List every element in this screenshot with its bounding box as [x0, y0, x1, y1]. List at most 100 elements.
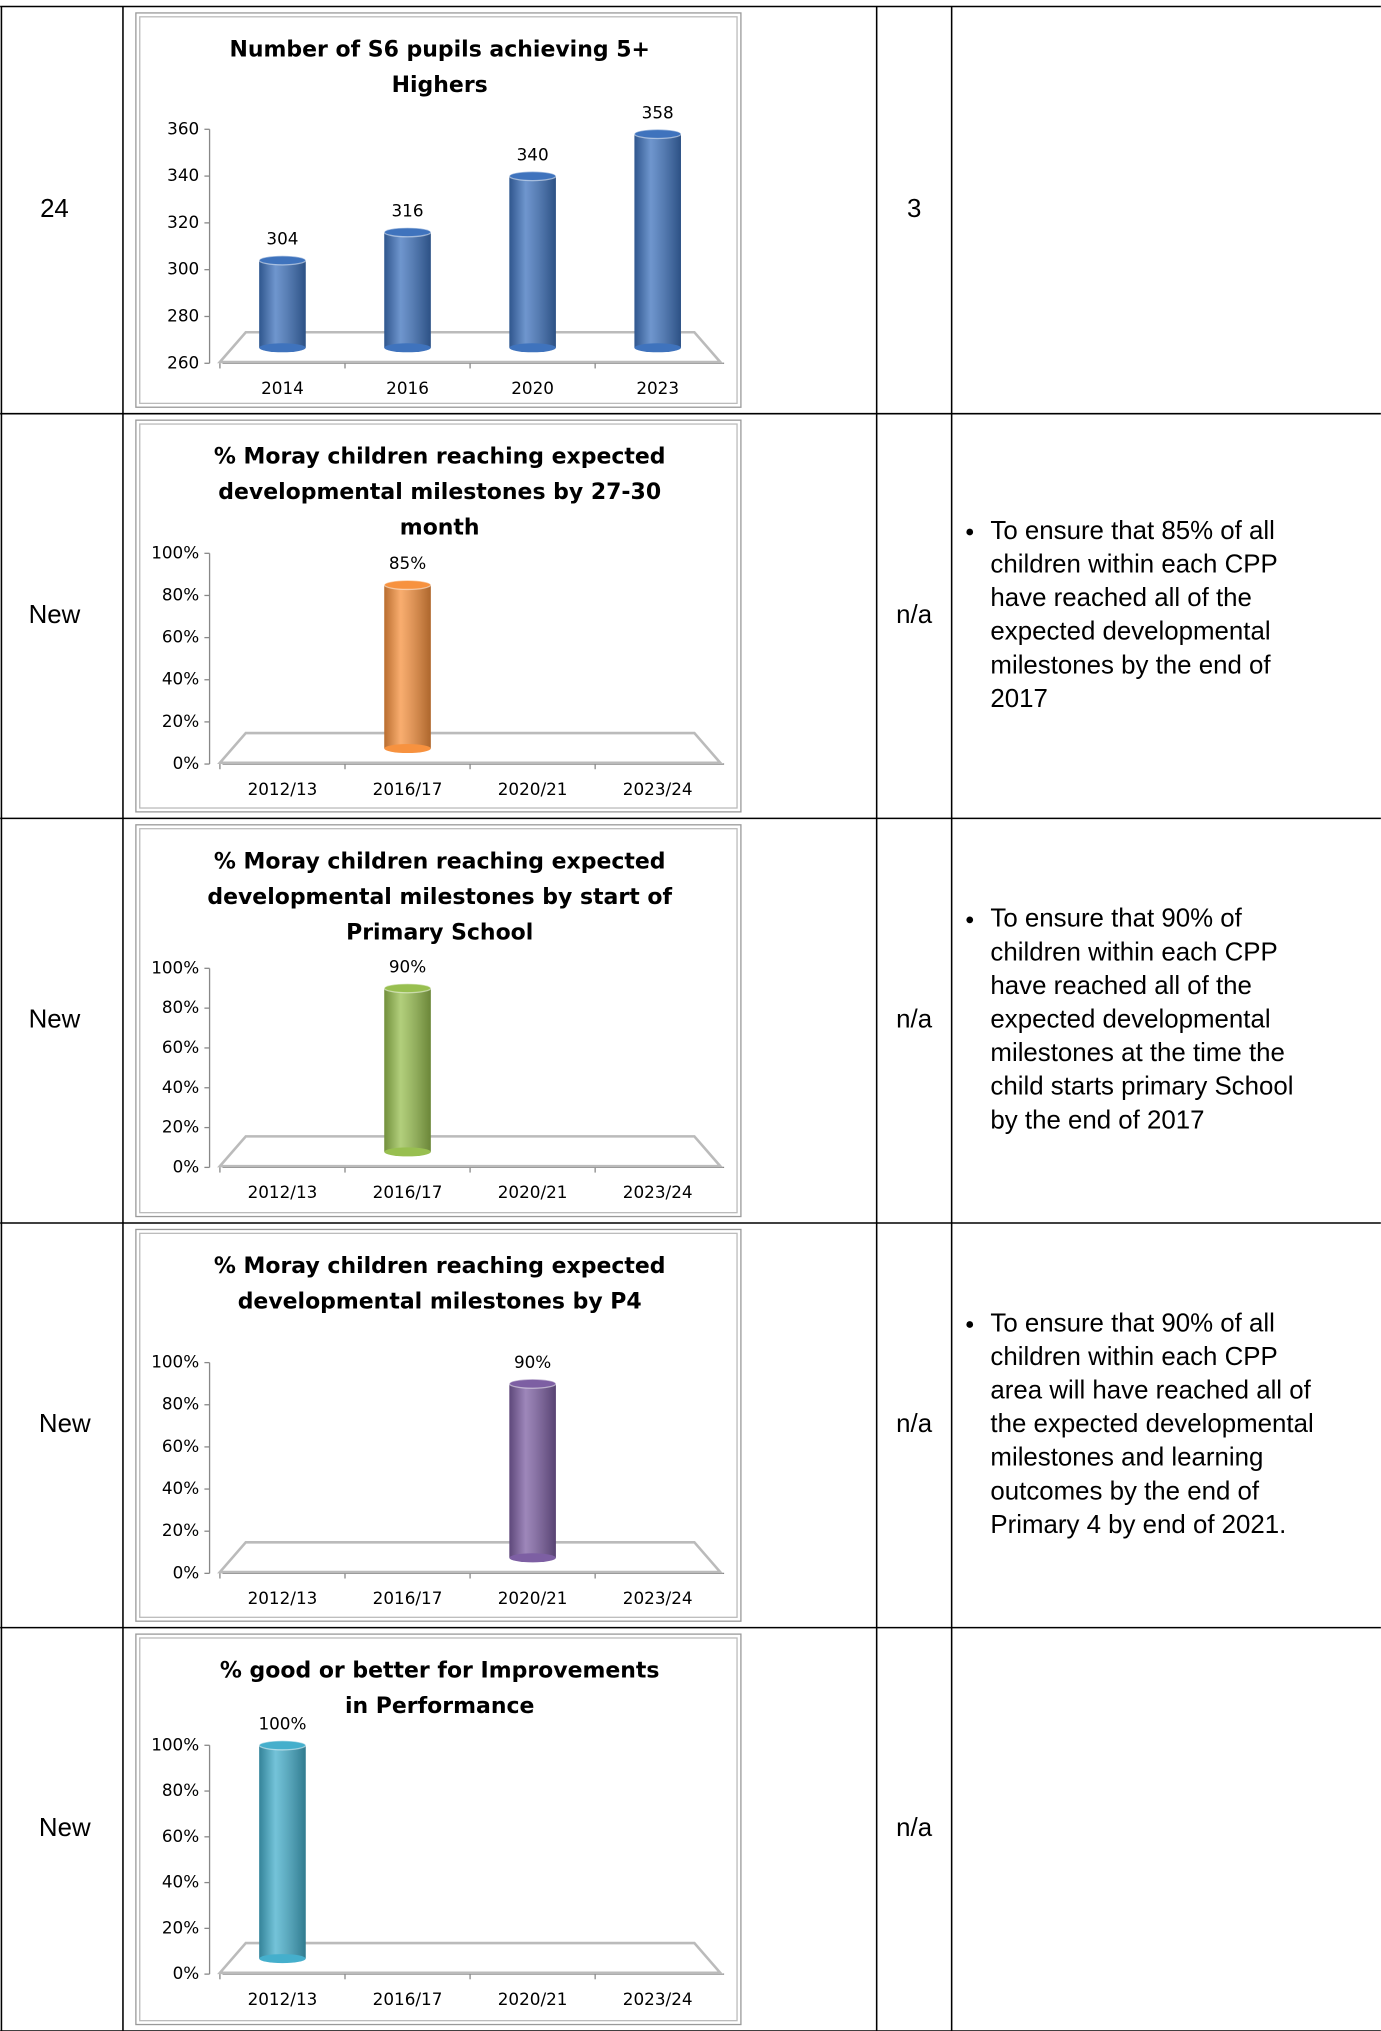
y-tick-label: 60%: [162, 627, 199, 647]
target-line: child starts primary School: [990, 1073, 1293, 1101]
x-tick-label: 2016/17: [373, 779, 443, 799]
score-cell: n/a: [896, 1005, 933, 1033]
chart-frame: [135, 1633, 742, 2026]
bar-base: [384, 343, 431, 353]
y-tick-label: 340: [167, 165, 199, 185]
ref-cell: New: [29, 601, 81, 629]
bar-base: [634, 343, 681, 353]
bar-base: [259, 1954, 306, 1964]
value-label: 90%: [389, 957, 426, 977]
chart-title: developmental milestones by start of: [207, 885, 672, 910]
y-tick-label: 0%: [173, 1963, 200, 1983]
chart-title: % Moray children reaching expected: [214, 1254, 666, 1279]
x-tick-label: 2023/24: [623, 1989, 693, 2009]
x-tick-label: 2016/17: [373, 1989, 443, 2009]
bar-shade: [509, 1383, 556, 1558]
y-tick-label: 80%: [162, 1780, 199, 1800]
x-tick-label: 2023/24: [623, 779, 693, 799]
bar-base: [384, 1147, 431, 1157]
x-tick-label: 2012/13: [248, 1182, 318, 1202]
y-tick-label: 100%: [151, 1352, 199, 1372]
x-tick-label: 2016/17: [373, 1182, 443, 1202]
x-tick-label: 2020/21: [498, 1989, 568, 2009]
bar-shade: [384, 232, 431, 348]
x-tick-label: 2012/13: [248, 1989, 318, 2009]
y-tick-label: 20%: [162, 711, 199, 731]
bar-base: [384, 744, 431, 754]
value-label: 100%: [258, 1714, 306, 1734]
bar-cap: [258, 255, 307, 266]
x-tick-label: 2023/24: [623, 1182, 693, 1202]
target-line: Primary 4 by end of 2021.: [990, 1511, 1286, 1539]
chart-title: Primary School: [346, 920, 533, 945]
x-tick-label: 2020/21: [498, 1588, 568, 1608]
y-tick-label: 300: [167, 259, 199, 279]
x-tick-label: 2020: [511, 378, 554, 398]
chart-title: Number of S6 pupils achieving 5+: [229, 37, 649, 62]
y-tick-label: 0%: [173, 1562, 200, 1582]
target-line: To ensure that 90% of: [990, 905, 1242, 933]
chart-frame: [139, 16, 738, 405]
y-tick-label: 0%: [173, 1156, 200, 1176]
bullet: [966, 528, 974, 536]
chart-title: % good or better for Improvements: [220, 1659, 660, 1684]
bar-cap: [508, 1378, 557, 1389]
x-tick-label: 2016/17: [373, 1588, 443, 1608]
value-label: 304: [266, 229, 298, 249]
y-tick-label: 100%: [151, 957, 199, 977]
chart-title: in Performance: [345, 1694, 534, 1719]
bar-base: [259, 343, 306, 353]
chart-floor: [217, 731, 724, 765]
chart-title: developmental milestones by P4: [238, 1290, 642, 1315]
target-line: outcomes by the end of: [990, 1477, 1259, 1505]
y-tick-label: 100%: [151, 1734, 199, 1754]
target-line: 2017: [990, 685, 1048, 713]
y-tick-label: 80%: [162, 1394, 199, 1414]
bar-shade: [259, 260, 306, 348]
y-tick-label: 60%: [162, 1436, 199, 1456]
value-label: 316: [392, 201, 424, 221]
chart-floor: [217, 330, 724, 364]
chart-floor: [217, 1941, 724, 1975]
bullet: [966, 1321, 974, 1328]
target-line: by the end of 2017: [990, 1106, 1204, 1134]
x-tick-label: 2020/21: [498, 1182, 568, 1202]
chart-frame: [139, 828, 738, 1214]
y-tick-label: 20%: [162, 1117, 199, 1137]
target-line: expected developmental: [990, 1005, 1270, 1033]
bar-shade: [634, 133, 681, 348]
chart-frame: [135, 1228, 742, 1622]
chart-frame: [139, 1637, 738, 2022]
target-line: have reached all of the: [990, 584, 1252, 612]
target-line: milestones and learning: [990, 1444, 1263, 1472]
bullet: [966, 916, 974, 924]
chart-floor: [217, 1541, 724, 1574]
ref-cell: New: [29, 1005, 81, 1033]
target-line: expected developmental: [990, 618, 1270, 646]
score-cell: n/a: [896, 1814, 933, 1842]
chart-frame: [135, 419, 742, 813]
y-tick-label: 60%: [162, 1826, 199, 1846]
value-label: 340: [517, 144, 549, 164]
chart-frame: [139, 1232, 738, 1618]
target-line: milestones at the time the: [990, 1039, 1284, 1067]
y-tick-label: 80%: [162, 584, 199, 604]
x-tick-label: 2020/21: [498, 779, 568, 799]
chart-title: Highers: [392, 73, 488, 98]
y-tick-label: 0%: [173, 753, 200, 773]
chart-title: % Moray children reaching expected: [214, 445, 666, 470]
y-tick-label: 40%: [162, 1872, 199, 1892]
bar-cap: [633, 128, 682, 140]
x-tick-label: 2014: [261, 378, 304, 398]
ref-cell: New: [39, 1410, 91, 1438]
y-tick-label: 260: [167, 352, 199, 372]
chart-frame: [139, 423, 738, 809]
y-tick-label: 20%: [162, 1917, 199, 1937]
bar-base: [509, 1553, 556, 1563]
chart-frame: [135, 824, 742, 1218]
bar-shade: [259, 1745, 306, 1959]
bar-cap: [383, 579, 432, 591]
score-cell: 3: [907, 195, 921, 223]
chart-title: % Moray children reaching expected: [214, 849, 666, 874]
